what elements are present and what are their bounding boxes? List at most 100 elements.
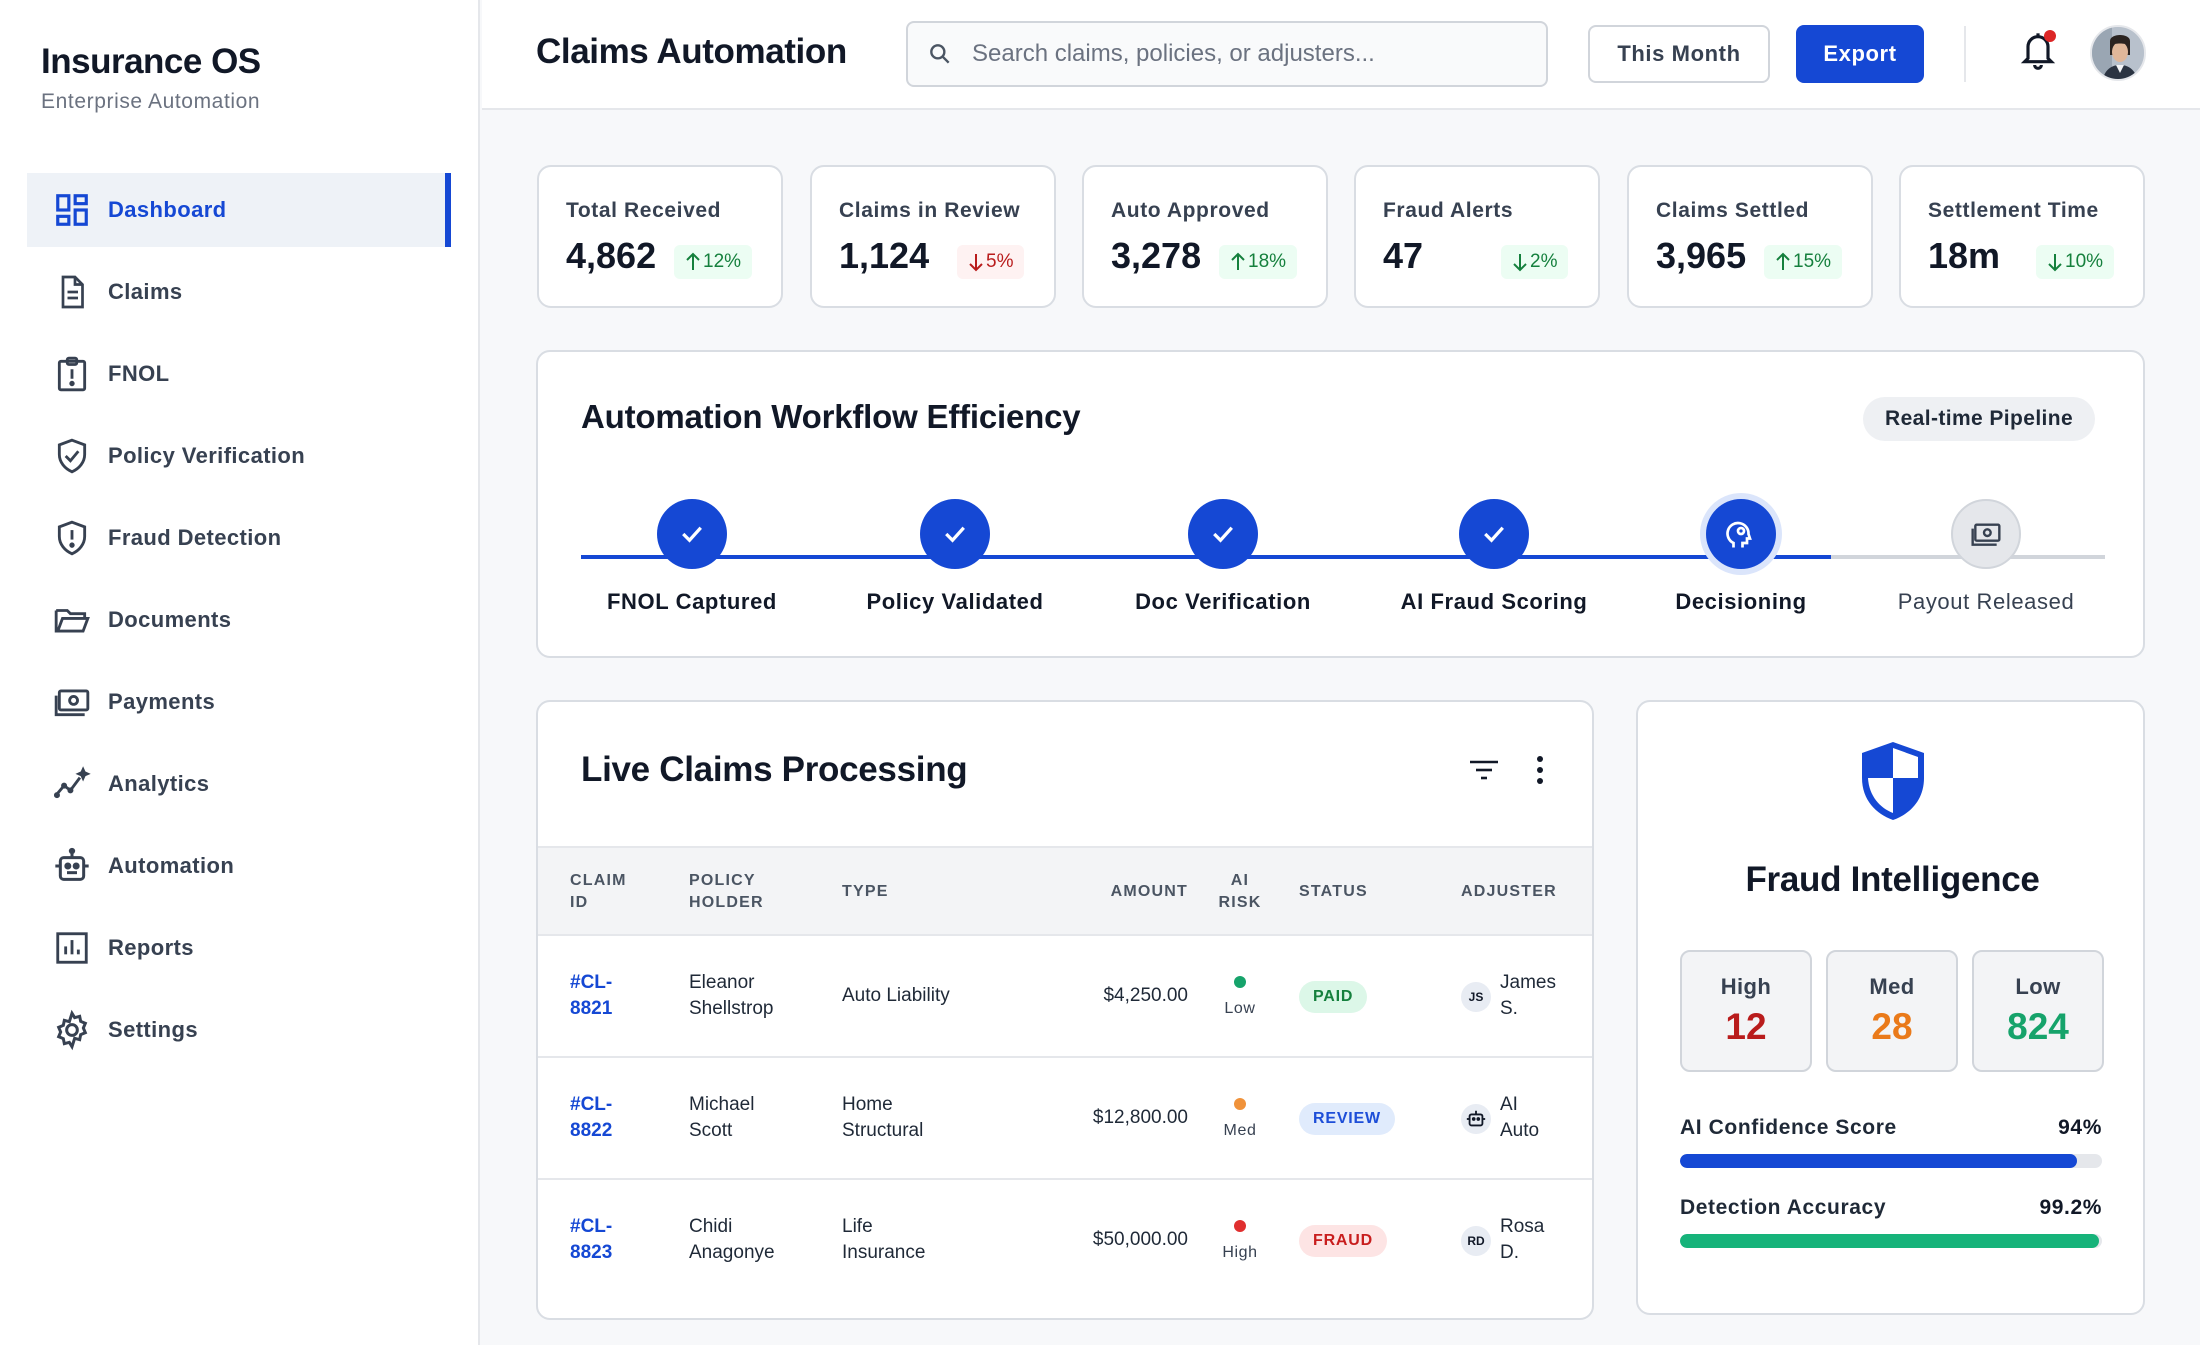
sidebar-item-claims[interactable]: Claims — [27, 255, 451, 329]
fraud-intelligence-panel: Fraud Intelligence High 12 Med 28 Low 82… — [1636, 700, 2145, 1315]
claim-id-link[interactable]: #CL- 8822 — [570, 1094, 613, 1141]
kpi-card-settlement-time[interactable]: Settlement Time 18m 10% — [1899, 165, 2145, 308]
metric-value: 94% — [2058, 1116, 2102, 1139]
sidebar-item-label: Reports — [108, 935, 194, 960]
column-header-adjuster[interactable]: ADJUSTER — [1461, 883, 1557, 900]
kpi-label: Fraud Alerts — [1383, 199, 1514, 222]
kpi-value: 1,124 — [839, 235, 930, 276]
more-options-button[interactable] — [1520, 750, 1560, 790]
sidebar-item-fraud-detection[interactable]: Fraud Detection — [27, 501, 451, 575]
user-avatar[interactable] — [2090, 25, 2146, 81]
kpi-card-claims-settled[interactable]: Claims Settled 3,965 15% — [1627, 165, 1873, 308]
notifications-button[interactable] — [2018, 28, 2062, 74]
column-header-claim-id[interactable]: CLAIM ID — [570, 872, 627, 911]
filter-button[interactable] — [1464, 750, 1504, 790]
sidebar: Insurance OS Enterprise Automation Dashb… — [0, 0, 480, 1345]
metric-label: AI Confidence Score — [1680, 1116, 1897, 1139]
sidebar-item-fnol[interactable]: FNOL — [27, 337, 451, 411]
shield-check-icon — [52, 436, 92, 476]
step-payout-released[interactable] — [1951, 499, 2021, 569]
policy-holder: Eleanor Shellstrop — [689, 972, 774, 1019]
bar-report-icon — [52, 928, 92, 968]
check-icon — [1484, 526, 1504, 543]
claims-panel: Live Claims Processing CLAIM ID POLICY HOL… — [536, 700, 1594, 1320]
period-filter-button[interactable]: This Month — [1588, 25, 1770, 83]
kpi-delta: 2% — [1501, 245, 1569, 279]
arrow-down-icon — [1513, 254, 1527, 272]
step-policy-validated[interactable] — [920, 499, 990, 569]
kpi-label: Auto Approved — [1111, 199, 1270, 222]
column-header-type[interactable]: TYPE — [842, 883, 889, 900]
document-icon — [52, 272, 92, 312]
kpi-card-auto-approved[interactable]: Auto Approved 3,278 18% — [1082, 165, 1328, 308]
page-title: Claims Automation — [536, 32, 847, 71]
risk-count-med[interactable]: Med 28 — [1826, 950, 1958, 1072]
risk-count-high[interactable]: High 12 — [1680, 950, 1812, 1072]
column-header-amount[interactable]: AMOUNT — [1110, 883, 1188, 900]
sidebar-item-reports[interactable]: Reports — [27, 911, 451, 985]
step-ai-fraud-scoring[interactable] — [1459, 499, 1529, 569]
column-header-policy-holder[interactable]: POLICY HOLDER — [689, 872, 764, 911]
clipboard-alert-icon — [52, 354, 92, 394]
dashboard-icon — [52, 190, 92, 230]
kpi-value: 18m — [1928, 235, 2001, 276]
arrow-up-icon — [1231, 252, 1245, 270]
sidebar-item-label: Documents — [108, 607, 232, 632]
claim-id-link[interactable]: #CL- 8823 — [570, 1216, 613, 1263]
kpi-card-fraud-alerts[interactable]: Fraud Alerts 47 2% — [1354, 165, 1600, 308]
ai-risk-indicator: Med — [1205, 1098, 1275, 1140]
bell-icon — [2020, 33, 2056, 70]
step-label: Decisioning — [1675, 589, 1807, 614]
sidebar-item-settings[interactable]: Settings — [27, 993, 451, 1067]
risk-count-low[interactable]: Low 824 — [1972, 950, 2104, 1072]
risk-count-value: 12 — [1725, 1006, 1767, 1047]
column-header-status[interactable]: STATUS — [1299, 883, 1368, 900]
step-label: Doc Verification — [1135, 589, 1311, 614]
policy-holder: Michael Scott — [689, 1094, 755, 1141]
table-header: CLAIM ID POLICY HOLDER TYPE AMOUNT AI RISK … — [538, 846, 1592, 934]
kpi-label: Claims Settled — [1656, 199, 1810, 222]
sidebar-item-dashboard[interactable]: Dashboard — [27, 173, 451, 247]
risk-count-label: Med — [1869, 974, 1915, 999]
ai-confidence-metric: AI Confidence Score 94% — [1680, 1116, 2102, 1168]
claim-id-link[interactable]: #CL- 8821 — [570, 972, 613, 1019]
progress-fill — [1680, 1154, 2077, 1168]
step-decisioning[interactable] — [1706, 499, 1776, 569]
search-input[interactable] — [972, 40, 1532, 68]
notification-badge — [2044, 30, 2056, 42]
claim-type: Life Insurance — [842, 1216, 926, 1263]
kpi-card-total-received[interactable]: Total Received 4,862 12% — [537, 165, 783, 308]
detection-accuracy-metric: Detection Accuracy 99.2% — [1680, 1196, 2102, 1248]
robot-icon — [52, 846, 92, 886]
kpi-delta-value: 12% — [703, 251, 742, 272]
export-button[interactable]: Export — [1796, 25, 1924, 83]
folder-icon — [52, 600, 92, 640]
step-doc-verification[interactable] — [1188, 499, 1258, 569]
step-fnol-captured[interactable] — [657, 499, 727, 569]
sidebar-item-label: Payments — [108, 689, 216, 714]
column-header-ai-risk[interactable]: AI RISK — [1218, 872, 1262, 911]
realtime-badge: Real-time Pipeline — [1863, 397, 2096, 441]
step-label: AI Fraud Scoring — [1400, 589, 1588, 614]
sidebar-item-automation[interactable]: Automation — [27, 829, 451, 903]
sidebar-item-analytics[interactable]: Analytics — [27, 747, 451, 821]
kpi-card-claims-in-review[interactable]: Claims in Review 1,124 5% — [810, 165, 1056, 308]
risk-dot — [1234, 1220, 1246, 1232]
table-row[interactable]: #CL- 8822 Michael Scott Home Structural $12… — [538, 1056, 1592, 1178]
sidebar-item-documents[interactable]: Documents — [27, 583, 451, 657]
risk-dot — [1234, 976, 1246, 988]
progress-fill — [1680, 1234, 2099, 1248]
risk-count-value: 824 — [2007, 1006, 2069, 1047]
sidebar-item-payments[interactable]: Payments — [27, 665, 451, 739]
sidebar-item-label: Claims — [108, 279, 183, 304]
status-badge: REVIEW — [1299, 1103, 1395, 1135]
search-box[interactable] — [906, 21, 1548, 87]
sidebar-item-policy-verification[interactable]: Policy Verification — [27, 419, 451, 493]
table-row[interactable]: #CL- 8821 Eleanor Shellstrop Auto Liabilit… — [538, 934, 1592, 1056]
sidebar-item-label: Dashboard — [108, 197, 227, 222]
table-row[interactable]: #CL- 8823 Chidi Anagonye Life Insurance $50… — [538, 1178, 1592, 1300]
metric-value: 99.2% — [2039, 1196, 2102, 1219]
check-icon — [1213, 526, 1233, 543]
policy-holder: Chidi Anagonye — [689, 1216, 775, 1263]
adjuster-name: James S. — [1500, 972, 1556, 1019]
